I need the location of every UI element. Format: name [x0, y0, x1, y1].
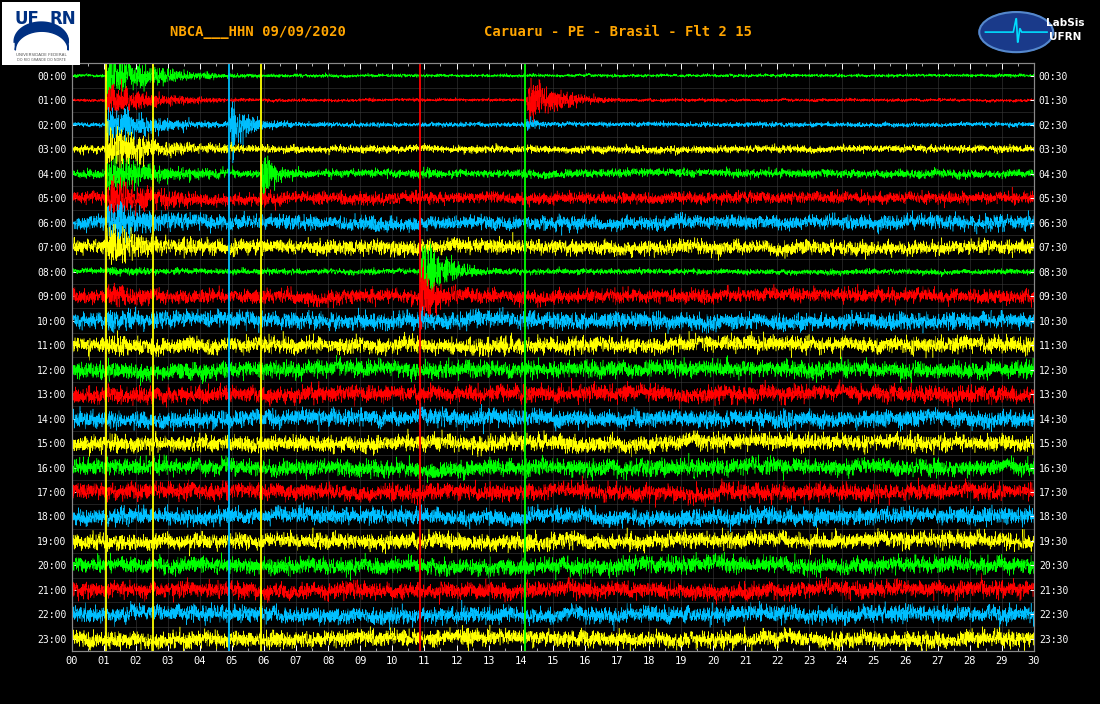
Text: UNIVERSIDADE FEDERAL: UNIVERSIDADE FEDERAL — [15, 53, 67, 57]
FancyBboxPatch shape — [2, 2, 80, 65]
Text: DO RIO GRANDE DO NORTE: DO RIO GRANDE DO NORTE — [16, 58, 66, 62]
Text: UF: UF — [15, 10, 40, 27]
Text: Caruaru - PE - Brasil - Flt 2 15: Caruaru - PE - Brasil - Flt 2 15 — [484, 25, 752, 39]
Text: RN: RN — [50, 10, 76, 27]
Text: NBCA___HHN 09/09/2020: NBCA___HHN 09/09/2020 — [170, 25, 346, 39]
Text: LabSis: LabSis — [1046, 18, 1085, 28]
Circle shape — [979, 12, 1053, 52]
Text: UFRN: UFRN — [1049, 32, 1081, 42]
